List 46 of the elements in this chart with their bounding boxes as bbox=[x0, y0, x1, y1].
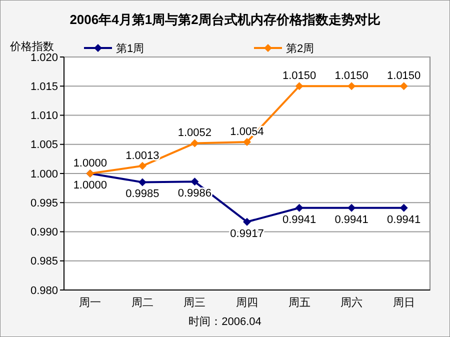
x-tick-label: 周五 bbox=[288, 297, 310, 309]
point bbox=[138, 162, 146, 170]
data-label: 0.9985 bbox=[126, 188, 160, 200]
y-tick-label: 0.985 bbox=[30, 256, 58, 268]
data-label: 1.0000 bbox=[73, 158, 107, 170]
data-label: 1.0052 bbox=[178, 127, 212, 140]
point bbox=[295, 204, 304, 212]
point bbox=[348, 204, 356, 212]
data-label: 1.0150 bbox=[387, 70, 421, 82]
data-label: 1.0150 bbox=[334, 70, 368, 82]
data-label: 0.9917 bbox=[230, 228, 264, 240]
x-tick-label: 周四 bbox=[236, 297, 258, 309]
legend-label: 第2周 bbox=[286, 42, 314, 55]
point bbox=[295, 82, 304, 90]
x-tick-label: 周六 bbox=[340, 296, 363, 309]
point bbox=[190, 178, 199, 186]
data-label: 0.9986 bbox=[178, 188, 212, 200]
y-tick-label: 0.990 bbox=[30, 226, 58, 239]
data-label: 1.0000 bbox=[73, 180, 107, 192]
data-label: 0.9941 bbox=[282, 214, 316, 226]
y-tick-label: 1.020 bbox=[30, 52, 58, 64]
point bbox=[138, 178, 146, 186]
y-tick-label: 1.010 bbox=[30, 110, 58, 122]
y-tick-label: 0.980 bbox=[30, 284, 58, 297]
x-tick-label: 周二 bbox=[131, 297, 154, 309]
data-label: 0.9941 bbox=[387, 214, 421, 226]
x-tick-label: 周三 bbox=[184, 297, 206, 309]
data-label: 0.9941 bbox=[334, 214, 368, 226]
y-tick-label: 1.000 bbox=[30, 168, 58, 180]
point bbox=[243, 138, 251, 146]
x-tick-label: 周日 bbox=[392, 297, 415, 309]
chart-title: 2006年4月第1周与第2周台式机内存价格指数走势对比 bbox=[70, 12, 380, 27]
point bbox=[400, 82, 408, 90]
point bbox=[348, 82, 356, 90]
y-axis-title: 价格指数 bbox=[9, 41, 54, 53]
data-label: 1.0013 bbox=[126, 150, 160, 162]
point bbox=[400, 204, 408, 212]
x-tick-label: 周一 bbox=[79, 297, 102, 309]
data-label: 1.0150 bbox=[282, 70, 316, 82]
point bbox=[190, 139, 199, 148]
y-tick-label: 1.005 bbox=[30, 139, 58, 152]
point bbox=[243, 218, 251, 226]
y-tick-label: 0.995 bbox=[30, 197, 58, 210]
legend-label: 第1周 bbox=[116, 42, 144, 55]
y-tick-label: 1.015 bbox=[30, 80, 58, 93]
text: 时间：2006.04 bbox=[188, 315, 262, 328]
